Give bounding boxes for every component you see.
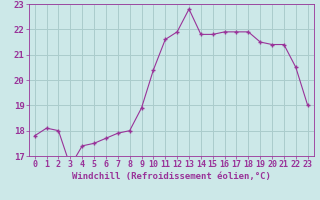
X-axis label: Windchill (Refroidissement éolien,°C): Windchill (Refroidissement éolien,°C) — [72, 172, 271, 181]
